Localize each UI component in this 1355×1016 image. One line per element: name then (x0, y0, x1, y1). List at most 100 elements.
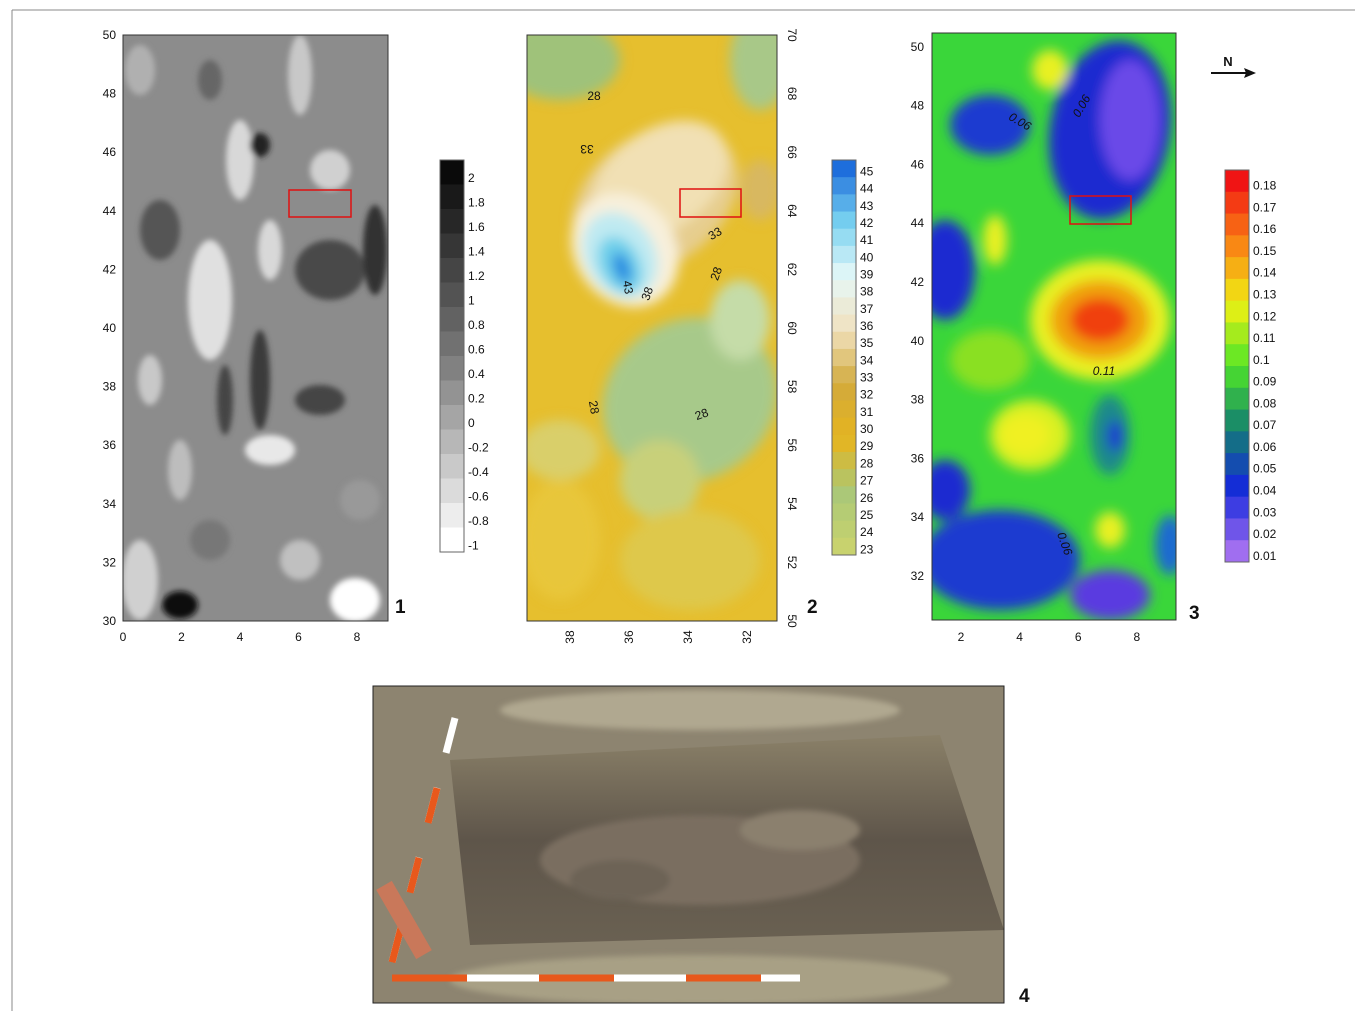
y-tick-label: 50 (785, 614, 799, 628)
contour-region (140, 200, 180, 260)
y-tick-label: 44 (103, 204, 117, 218)
y-tick-label: 50 (103, 28, 117, 42)
contour-region (740, 810, 860, 850)
x-tick-label: 8 (1133, 630, 1140, 644)
contour-region (122, 540, 158, 620)
colorbar-swatch (1225, 279, 1249, 301)
contour-region (570, 860, 670, 900)
y-tick-label: 44 (911, 216, 925, 230)
y-tick-label: 34 (911, 510, 925, 524)
contour-region (168, 440, 192, 500)
y-tick-label: 62 (785, 263, 799, 277)
colorbar-label: 0.02 (1253, 527, 1277, 541)
panel-number: 3 (1189, 603, 1200, 624)
colorbar-label: 30 (860, 422, 874, 436)
contour-region (190, 520, 230, 560)
colorbar-label: 0.06 (1253, 440, 1277, 454)
colorbar-label: 27 (860, 474, 874, 488)
y-tick-label: 60 (785, 321, 799, 335)
colorbar-swatch (832, 383, 856, 401)
y-tick-label: 38 (103, 380, 117, 394)
y-tick-label: 70 (785, 28, 799, 42)
colorbar-label: 38 (860, 285, 874, 299)
colorbar-swatch (832, 400, 856, 418)
colorbar-swatch (1225, 301, 1249, 323)
y-tick-label: 42 (911, 275, 925, 289)
colorbar-swatch (832, 246, 856, 264)
contour-region (1107, 420, 1123, 452)
contour-region (217, 365, 233, 435)
x-tick-label: 32 (740, 630, 754, 644)
y-tick-label: 48 (103, 87, 117, 101)
contour-label: 43 (620, 280, 636, 296)
colorbar-label: 31 (860, 405, 874, 419)
colorbar-swatch (832, 212, 856, 230)
colorbar-swatch (832, 503, 856, 521)
colorbar-swatch (1225, 322, 1249, 344)
colorbar-label: 44 (860, 182, 874, 196)
y-tick-label: 32 (103, 555, 117, 569)
contour-label: 33 (580, 142, 594, 156)
colorbar-swatch (832, 486, 856, 504)
colorbar-label: 0.03 (1253, 505, 1277, 519)
colorbar-label: 0.04 (1253, 483, 1277, 497)
contour-region (920, 460, 970, 520)
colorbar-swatch (832, 315, 856, 333)
contour-region (198, 60, 222, 100)
colorbar-label: 0.14 (1253, 266, 1277, 280)
contour-region (915, 220, 975, 320)
contour-region (920, 510, 1080, 610)
y-tick-label: 58 (785, 380, 799, 394)
contour-region (620, 440, 700, 520)
colorbar-label: 0.2 (468, 392, 485, 406)
colorbar-swatch (1225, 192, 1249, 214)
colorbar-swatch (440, 503, 464, 528)
contour-region (310, 150, 350, 190)
y-tick-label: 50 (911, 40, 925, 54)
colorbar-swatch (1225, 344, 1249, 366)
colorbar-label: 0.05 (1253, 462, 1277, 476)
y-tick-label: 38 (911, 393, 925, 407)
contour-region (288, 35, 312, 115)
colorbar-swatch (440, 479, 464, 504)
colorbar-label: 2 (468, 171, 475, 185)
contour-label: 28 (586, 400, 602, 416)
colorbar-swatch (1225, 410, 1249, 432)
colorbar-label: 43 (860, 199, 874, 213)
y-tick-label: 32 (911, 569, 925, 583)
y-tick-label: 52 (785, 556, 799, 570)
colorbar-swatch (1225, 388, 1249, 410)
colorbar-swatch (1225, 518, 1249, 540)
contour-map (915, 31, 1185, 620)
colorbar-label: 0.01 (1253, 549, 1277, 563)
colorbar-label: 1.4 (468, 245, 485, 259)
contour-label: 0.11 (1093, 364, 1115, 378)
colorbar-label: 42 (860, 216, 874, 230)
colorbar-label: 0.13 (1253, 287, 1277, 301)
colorbar-swatch (1225, 257, 1249, 279)
contour-map (122, 35, 388, 622)
colorbar-swatch (832, 521, 856, 539)
excavation-photo (373, 686, 1004, 1005)
x-tick-label: 2 (958, 630, 965, 644)
colorbar-label: 0.8 (468, 318, 485, 332)
contour-region (520, 480, 600, 600)
y-tick-label: 54 (785, 497, 799, 511)
colorbar-swatch (440, 430, 464, 455)
y-tick-label: 36 (911, 451, 925, 465)
y-tick-label: 56 (785, 439, 799, 453)
x-tick-label: 6 (295, 630, 302, 644)
contour-region (1032, 50, 1068, 90)
panel-number: 1 (395, 597, 406, 618)
colorbar-label: 0.16 (1253, 222, 1277, 236)
colorbar-swatch (832, 349, 856, 367)
colorbar-swatch (832, 469, 856, 487)
colorbar-label: 29 (860, 439, 874, 453)
colorbar-label: 0.1 (1253, 353, 1270, 367)
colorbar-swatch (832, 280, 856, 298)
colorbar-label: 35 (860, 336, 874, 350)
panel-number: 2 (807, 597, 818, 618)
contour-region (710, 280, 770, 360)
colorbar-swatch (440, 185, 464, 210)
colorbar-swatch (440, 160, 464, 185)
